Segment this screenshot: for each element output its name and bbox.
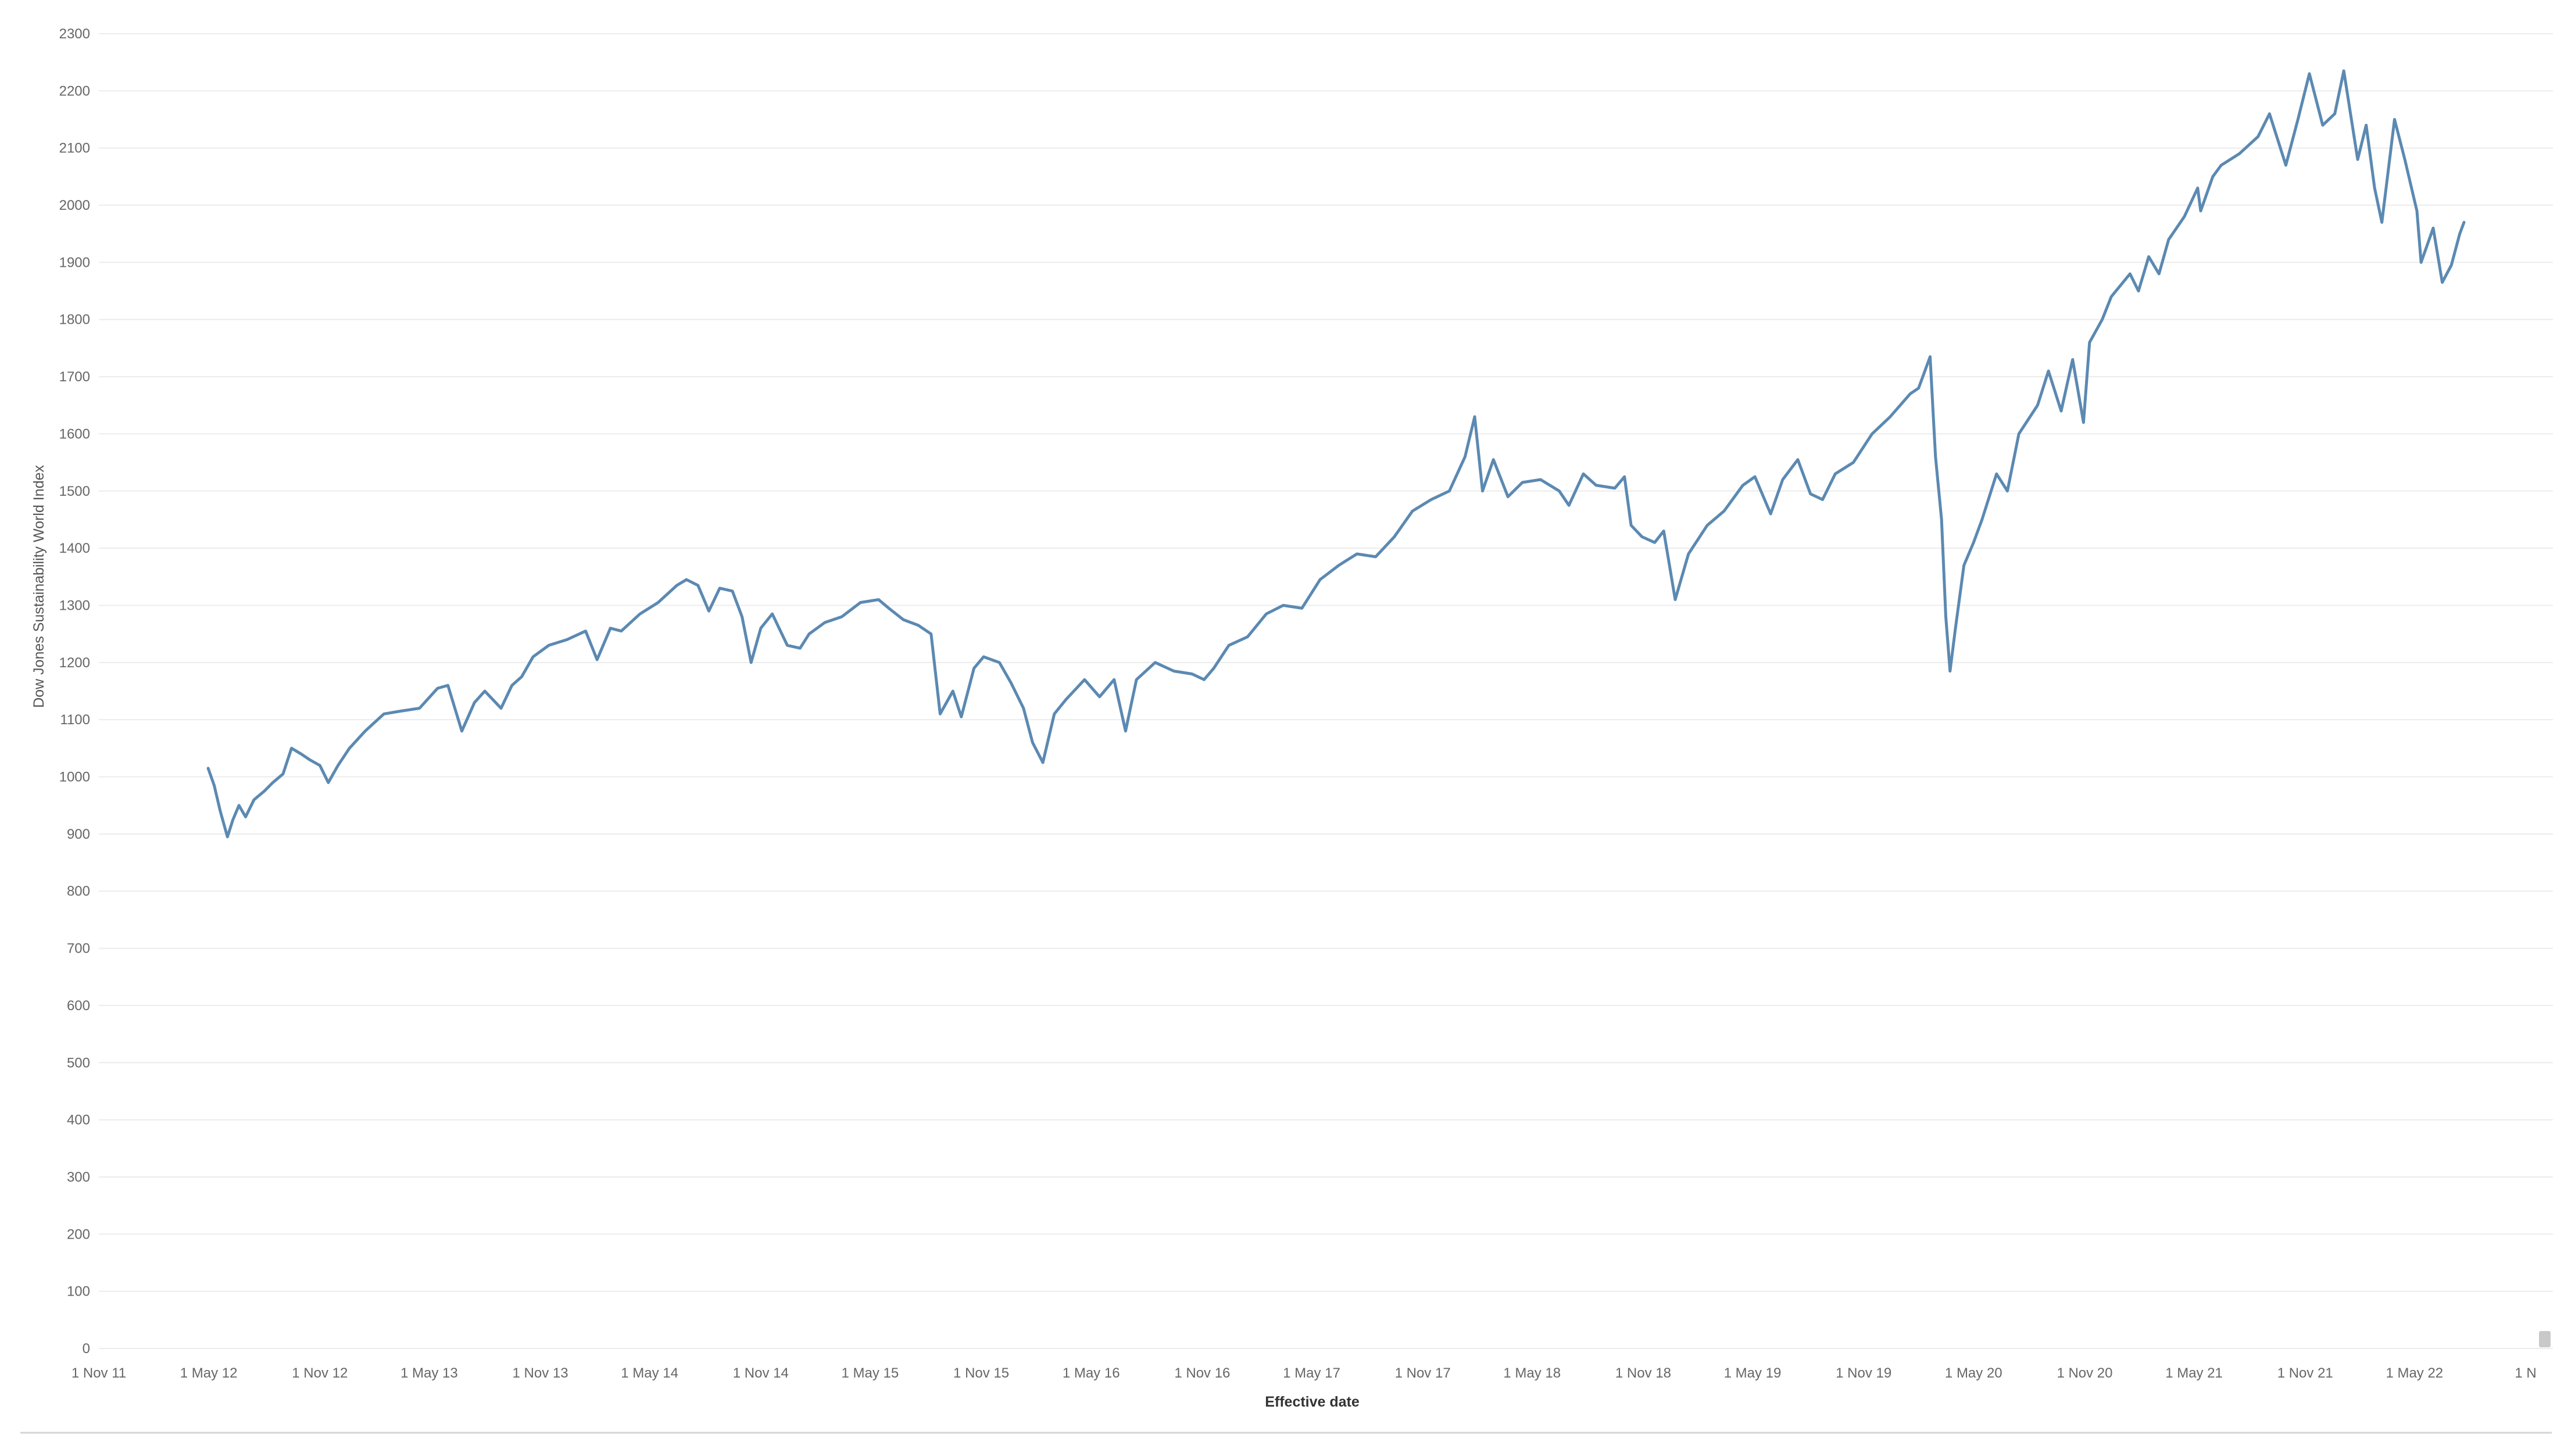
y-tick-label: 1300: [59, 598, 90, 613]
x-tick-label: 1 Nov 19: [1836, 1365, 1891, 1381]
scroll-handle[interactable]: [2539, 1331, 2551, 1347]
y-tick-label: 300: [67, 1169, 90, 1185]
x-tick-label: 1 Nov 14: [733, 1365, 789, 1381]
y-axis-ticks: 0 100 200 300 400 500 600 700 800 900 1000 1100 1200…: [59, 26, 90, 1357]
y-tick-label: 2200: [59, 83, 90, 99]
y-tick-label: 1100: [60, 712, 90, 728]
x-tick-label: 1 Nov 16: [1174, 1365, 1230, 1381]
y-tick-label: 900: [67, 827, 90, 842]
y-tick-label: 1700: [59, 369, 90, 385]
y-tick-label: 800: [67, 883, 90, 899]
y-tick-label: 1200: [59, 655, 90, 671]
x-tick-label: 1 May 18: [1503, 1365, 1561, 1381]
gridlines: [99, 33, 2553, 1349]
y-tick-label: 500: [67, 1055, 90, 1071]
x-tick-label: 1 May 16: [1063, 1365, 1120, 1381]
x-tick-label: 1 Nov 21: [2277, 1365, 2333, 1381]
x-tick-label: 1 May 21: [2165, 1365, 2223, 1381]
y-tick-label: 1800: [59, 312, 90, 328]
x-tick-label: 1 May 14: [621, 1365, 678, 1381]
x-tick-label: 1 May 19: [1724, 1365, 1782, 1381]
x-axis-ticks: 1 Nov 11 1 May 12 1 Nov 12 1 May 13 1 Nov 13…: [71, 1365, 2537, 1381]
x-tick-label: 1 May 15: [842, 1365, 899, 1381]
series-lines: [206, 69, 2466, 839]
y-tick-label: 1900: [59, 255, 90, 270]
x-tick-label: 1 Nov 17: [1395, 1365, 1451, 1381]
x-tick-label: 1 May 13: [400, 1365, 458, 1381]
x-tick-label: 1 May 22: [2386, 1365, 2443, 1381]
y-tick-label: 2300: [59, 26, 90, 42]
x-tick-label: 1 N: [2515, 1365, 2536, 1381]
x-tick-label: 1 May 20: [1945, 1365, 2002, 1381]
series-line[interactable]: [206, 69, 2466, 839]
y-tick-label: 1600: [59, 426, 90, 442]
y-axis-title: Dow Jones Sustainability World Index: [31, 465, 47, 708]
y-tick-label: 200: [67, 1226, 90, 1242]
y-tick-label: 600: [67, 998, 90, 1014]
y-tick-label: 2100: [59, 141, 90, 156]
x-tick-label: 1 May 12: [180, 1365, 238, 1381]
y-tick-label: 1400: [59, 541, 90, 556]
x-tick-label: 1 Nov 12: [292, 1365, 348, 1381]
x-tick-label: 1 Nov 11: [71, 1365, 126, 1381]
y-tick-label: 1000: [59, 770, 90, 785]
x-tick-label: 1 Nov 20: [2057, 1365, 2112, 1381]
x-tick-label: 1 May 17: [1283, 1365, 1340, 1381]
y-tick-label: 700: [67, 941, 90, 957]
y-tick-label: 0: [83, 1341, 90, 1357]
x-tick-label: 1 Nov 15: [953, 1365, 1009, 1381]
y-tick-label: 2000: [59, 198, 90, 213]
x-tick-label: 1 Nov 13: [513, 1365, 568, 1381]
y-tick-label: 400: [67, 1112, 90, 1128]
y-tick-label: 100: [67, 1284, 90, 1300]
y-tick-label: 1500: [59, 484, 90, 499]
x-tick-label: 1 Nov 18: [1615, 1365, 1671, 1381]
x-axis-title: Effective date: [1265, 1394, 1360, 1410]
